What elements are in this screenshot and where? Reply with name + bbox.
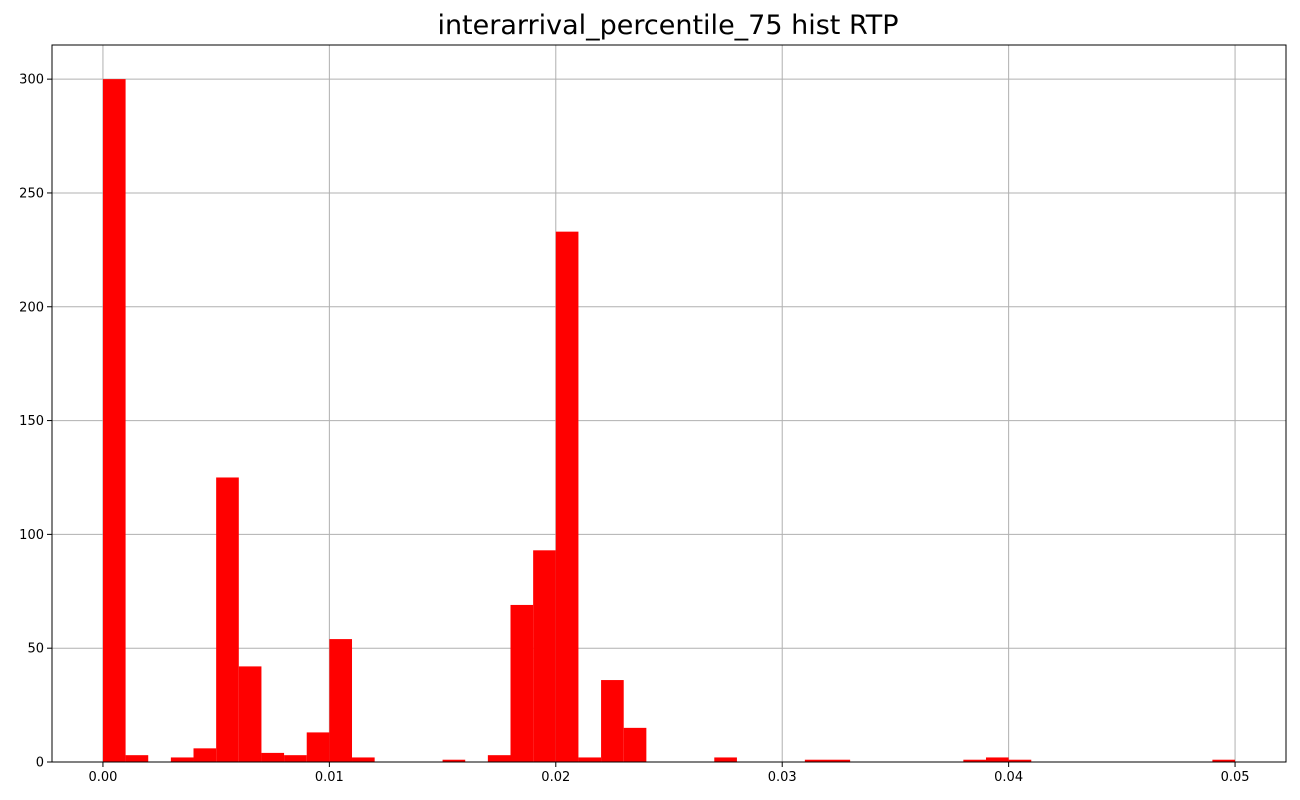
histogram-bar xyxy=(555,231,579,763)
histogram-bar xyxy=(193,748,217,762)
ticks-layer: 0.00 0.01 0.02 0.03 0.04 0.05 0 50 100 150 200 250 3… xyxy=(19,73,1249,785)
histogram-bar xyxy=(714,757,737,762)
histogram-bar xyxy=(510,604,534,762)
chart-title: interarrival_percentile_75 hist RTP xyxy=(437,10,899,41)
histogram-bar xyxy=(238,666,262,762)
x-tick-label: 0.05 xyxy=(1221,770,1250,785)
histogram-bar xyxy=(985,757,1009,762)
histogram-bar xyxy=(623,727,647,762)
histogram-bar xyxy=(1212,759,1236,762)
histogram-bar xyxy=(329,639,353,762)
y-tick-label: 100 xyxy=(19,528,44,543)
histogram-bar xyxy=(284,755,307,762)
histogram-bar xyxy=(533,550,556,762)
axes-frame xyxy=(51,44,1287,763)
histogram-bar xyxy=(442,759,466,762)
y-tick-label: 150 xyxy=(19,414,44,429)
histogram-bar xyxy=(352,757,375,762)
histogram-bar xyxy=(102,79,126,762)
bars-layer xyxy=(102,79,1236,763)
y-tick-label: 300 xyxy=(19,73,44,88)
x-tick-label: 0.02 xyxy=(541,770,570,785)
histogram-bar xyxy=(827,759,851,762)
x-tick-label: 0.00 xyxy=(88,770,117,785)
x-tick-label: 0.03 xyxy=(768,770,797,785)
histogram-bar xyxy=(963,759,986,762)
histogram-bar xyxy=(170,757,194,762)
y-tick-label: 200 xyxy=(19,300,44,315)
histogram-bar xyxy=(306,732,330,762)
x-tick-label: 0.04 xyxy=(994,770,1023,785)
y-tick-label: 50 xyxy=(27,642,44,657)
histogram-bar xyxy=(601,680,624,762)
histogram-bar xyxy=(216,477,239,762)
x-tick-label: 0.01 xyxy=(315,770,344,785)
histogram-bar xyxy=(125,755,149,762)
y-tick-label: 0 xyxy=(36,756,44,771)
histogram-bar xyxy=(261,752,285,762)
histogram-bar xyxy=(1008,759,1032,762)
histogram-bar xyxy=(487,755,511,762)
y-tick-label: 250 xyxy=(19,186,44,201)
histogram-bar xyxy=(804,759,828,762)
histogram-bar xyxy=(578,757,602,762)
